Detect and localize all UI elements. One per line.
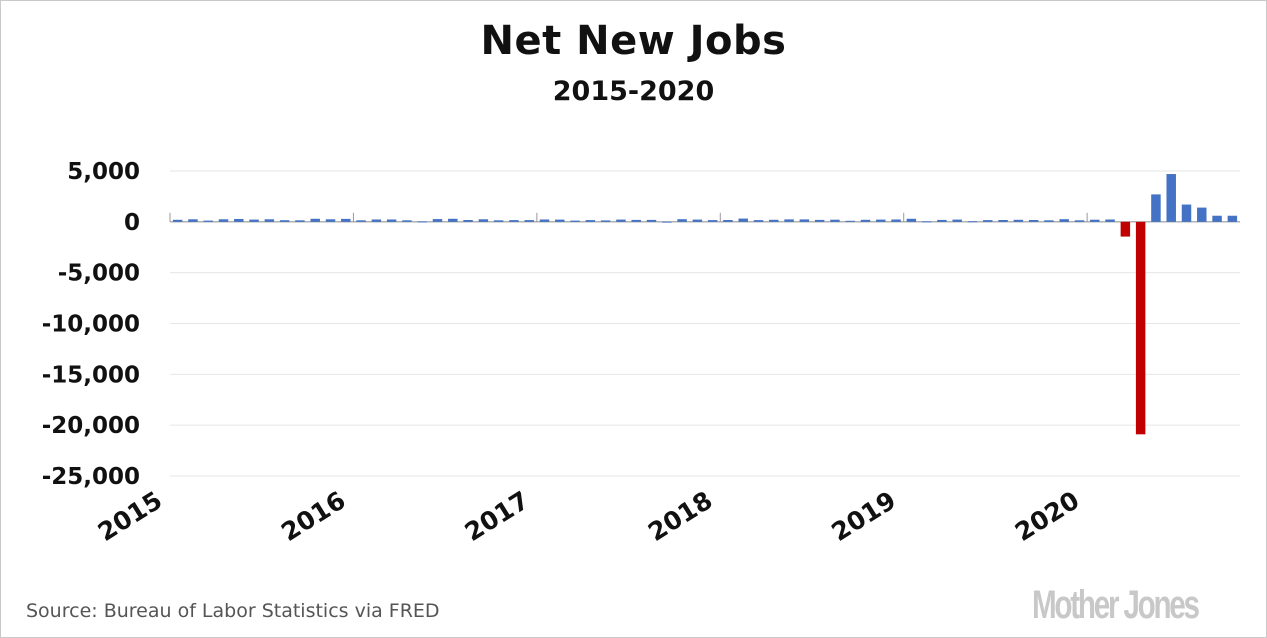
bar-2019-04	[952, 219, 962, 222]
bar-2017-10	[677, 219, 687, 222]
bar-2020-03	[1120, 221, 1131, 237]
bar-2019-10	[1044, 220, 1054, 222]
bar-2015-06	[249, 219, 259, 222]
bar-2015-09	[295, 220, 305, 222]
bar-2017-01	[539, 219, 550, 222]
gridlines	[170, 170, 1240, 477]
bar-2018-08	[830, 219, 840, 222]
y-tick-label: -10,000	[42, 312, 140, 338]
bar-2017-06	[616, 219, 626, 222]
x-tick-label: 2019	[827, 485, 901, 546]
bar-2015-02	[188, 219, 198, 222]
bar-2017-07	[631, 219, 641, 222]
bar-2017-04	[585, 220, 596, 222]
bar-2020-01	[1090, 219, 1100, 222]
x-axis-labels: 2015 2016 2017 2018 2019 2020	[93, 485, 1085, 546]
bar-2018-04	[769, 219, 779, 222]
y-tick-label: -5,000	[58, 261, 140, 287]
bar-2019-05	[967, 221, 978, 223]
year-tick-marks	[169, 212, 1088, 222]
bar-2020-10	[1227, 215, 1238, 222]
bar-2015-10	[310, 218, 320, 222]
bar-2015-07	[264, 219, 275, 222]
bar-2016-01	[356, 220, 366, 222]
bar-2015-08	[279, 220, 290, 222]
bar-2015-04	[218, 219, 229, 222]
source-note: Source: Bureau of Labor Statistics via F…	[26, 600, 440, 622]
bar-2016-02	[371, 219, 382, 222]
bar-2020-09	[1212, 215, 1222, 222]
bar-2020-05	[1151, 194, 1161, 222]
bar-2017-05	[600, 220, 611, 222]
x-tick-label: 2020	[1010, 485, 1084, 546]
bar-2015-05	[234, 218, 244, 222]
y-tick-label: 5,000	[67, 159, 140, 185]
bar-2017-03	[570, 220, 580, 222]
bar-2015-01	[172, 219, 183, 222]
bar-2018-12	[891, 219, 901, 222]
x-tick-label: 2015	[93, 485, 167, 546]
bar-2020-02	[1105, 219, 1115, 222]
bar-2019-11	[1059, 219, 1069, 222]
bar-2020-04	[1135, 221, 1146, 435]
bar-2018-03	[753, 220, 764, 222]
chart-title: Net New Jobs	[480, 18, 787, 64]
bar-2017-09	[662, 221, 672, 223]
bar-2017-11	[692, 219, 703, 222]
y-tick-label: 0	[124, 210, 140, 236]
bar-2016-05	[417, 221, 427, 223]
x-tick-label: 2017	[460, 485, 534, 546]
bar-2018-02	[738, 218, 748, 222]
bars	[172, 174, 1238, 435]
y-tick-label: -20,000	[42, 413, 140, 439]
bar-2020-07	[1181, 204, 1192, 222]
bar-2019-12	[1074, 220, 1085, 222]
bar-2016-09	[478, 219, 489, 222]
bar-2016-10	[493, 220, 504, 222]
bar-2016-08	[463, 220, 473, 222]
x-tick-label: 2016	[276, 485, 350, 546]
bar-2019-09	[1028, 220, 1039, 222]
bar-2019-08	[1013, 219, 1024, 222]
bar-2016-07	[448, 218, 458, 222]
y-tick-label: -25,000	[42, 464, 140, 490]
bar-2016-12	[524, 220, 534, 222]
x-tick-label: 2018	[643, 485, 717, 546]
bar-2019-07	[998, 220, 1008, 222]
bar-2018-07	[814, 219, 825, 222]
bar-2017-08	[646, 219, 657, 222]
bar-2015-11	[325, 219, 336, 222]
bar-2018-05	[784, 219, 794, 222]
bar-2018-01	[723, 220, 733, 222]
bar-2015-03	[203, 220, 213, 222]
bar-2015-12	[341, 218, 351, 222]
bar-2019-06	[983, 220, 993, 222]
bar-2019-02	[921, 221, 932, 223]
y-tick-label: -15,000	[42, 362, 140, 388]
bar-2017-12	[707, 220, 718, 222]
bar-2020-06	[1166, 174, 1176, 222]
bar-2019-01	[906, 218, 917, 222]
bar-2018-10	[860, 219, 871, 222]
y-axis-labels: 5,000 0 -5,000 -10,000 -15,000 -20,000 -25,000	[42, 159, 140, 490]
bar-2016-03	[386, 219, 397, 222]
bar-2018-11	[876, 219, 886, 222]
mother-jones-logo: Mother Jones	[1032, 583, 1200, 627]
bar-2016-11	[509, 220, 519, 222]
bar-2016-06	[432, 219, 443, 222]
bar-2019-03	[937, 219, 947, 222]
bar-2018-06	[799, 219, 810, 222]
bar-2018-09	[845, 220, 855, 222]
bar-2017-02	[555, 219, 565, 222]
bar-2020-08	[1197, 207, 1207, 222]
chart-subtitle: 2015-2020	[552, 76, 715, 107]
bar-2016-04	[402, 220, 412, 222]
